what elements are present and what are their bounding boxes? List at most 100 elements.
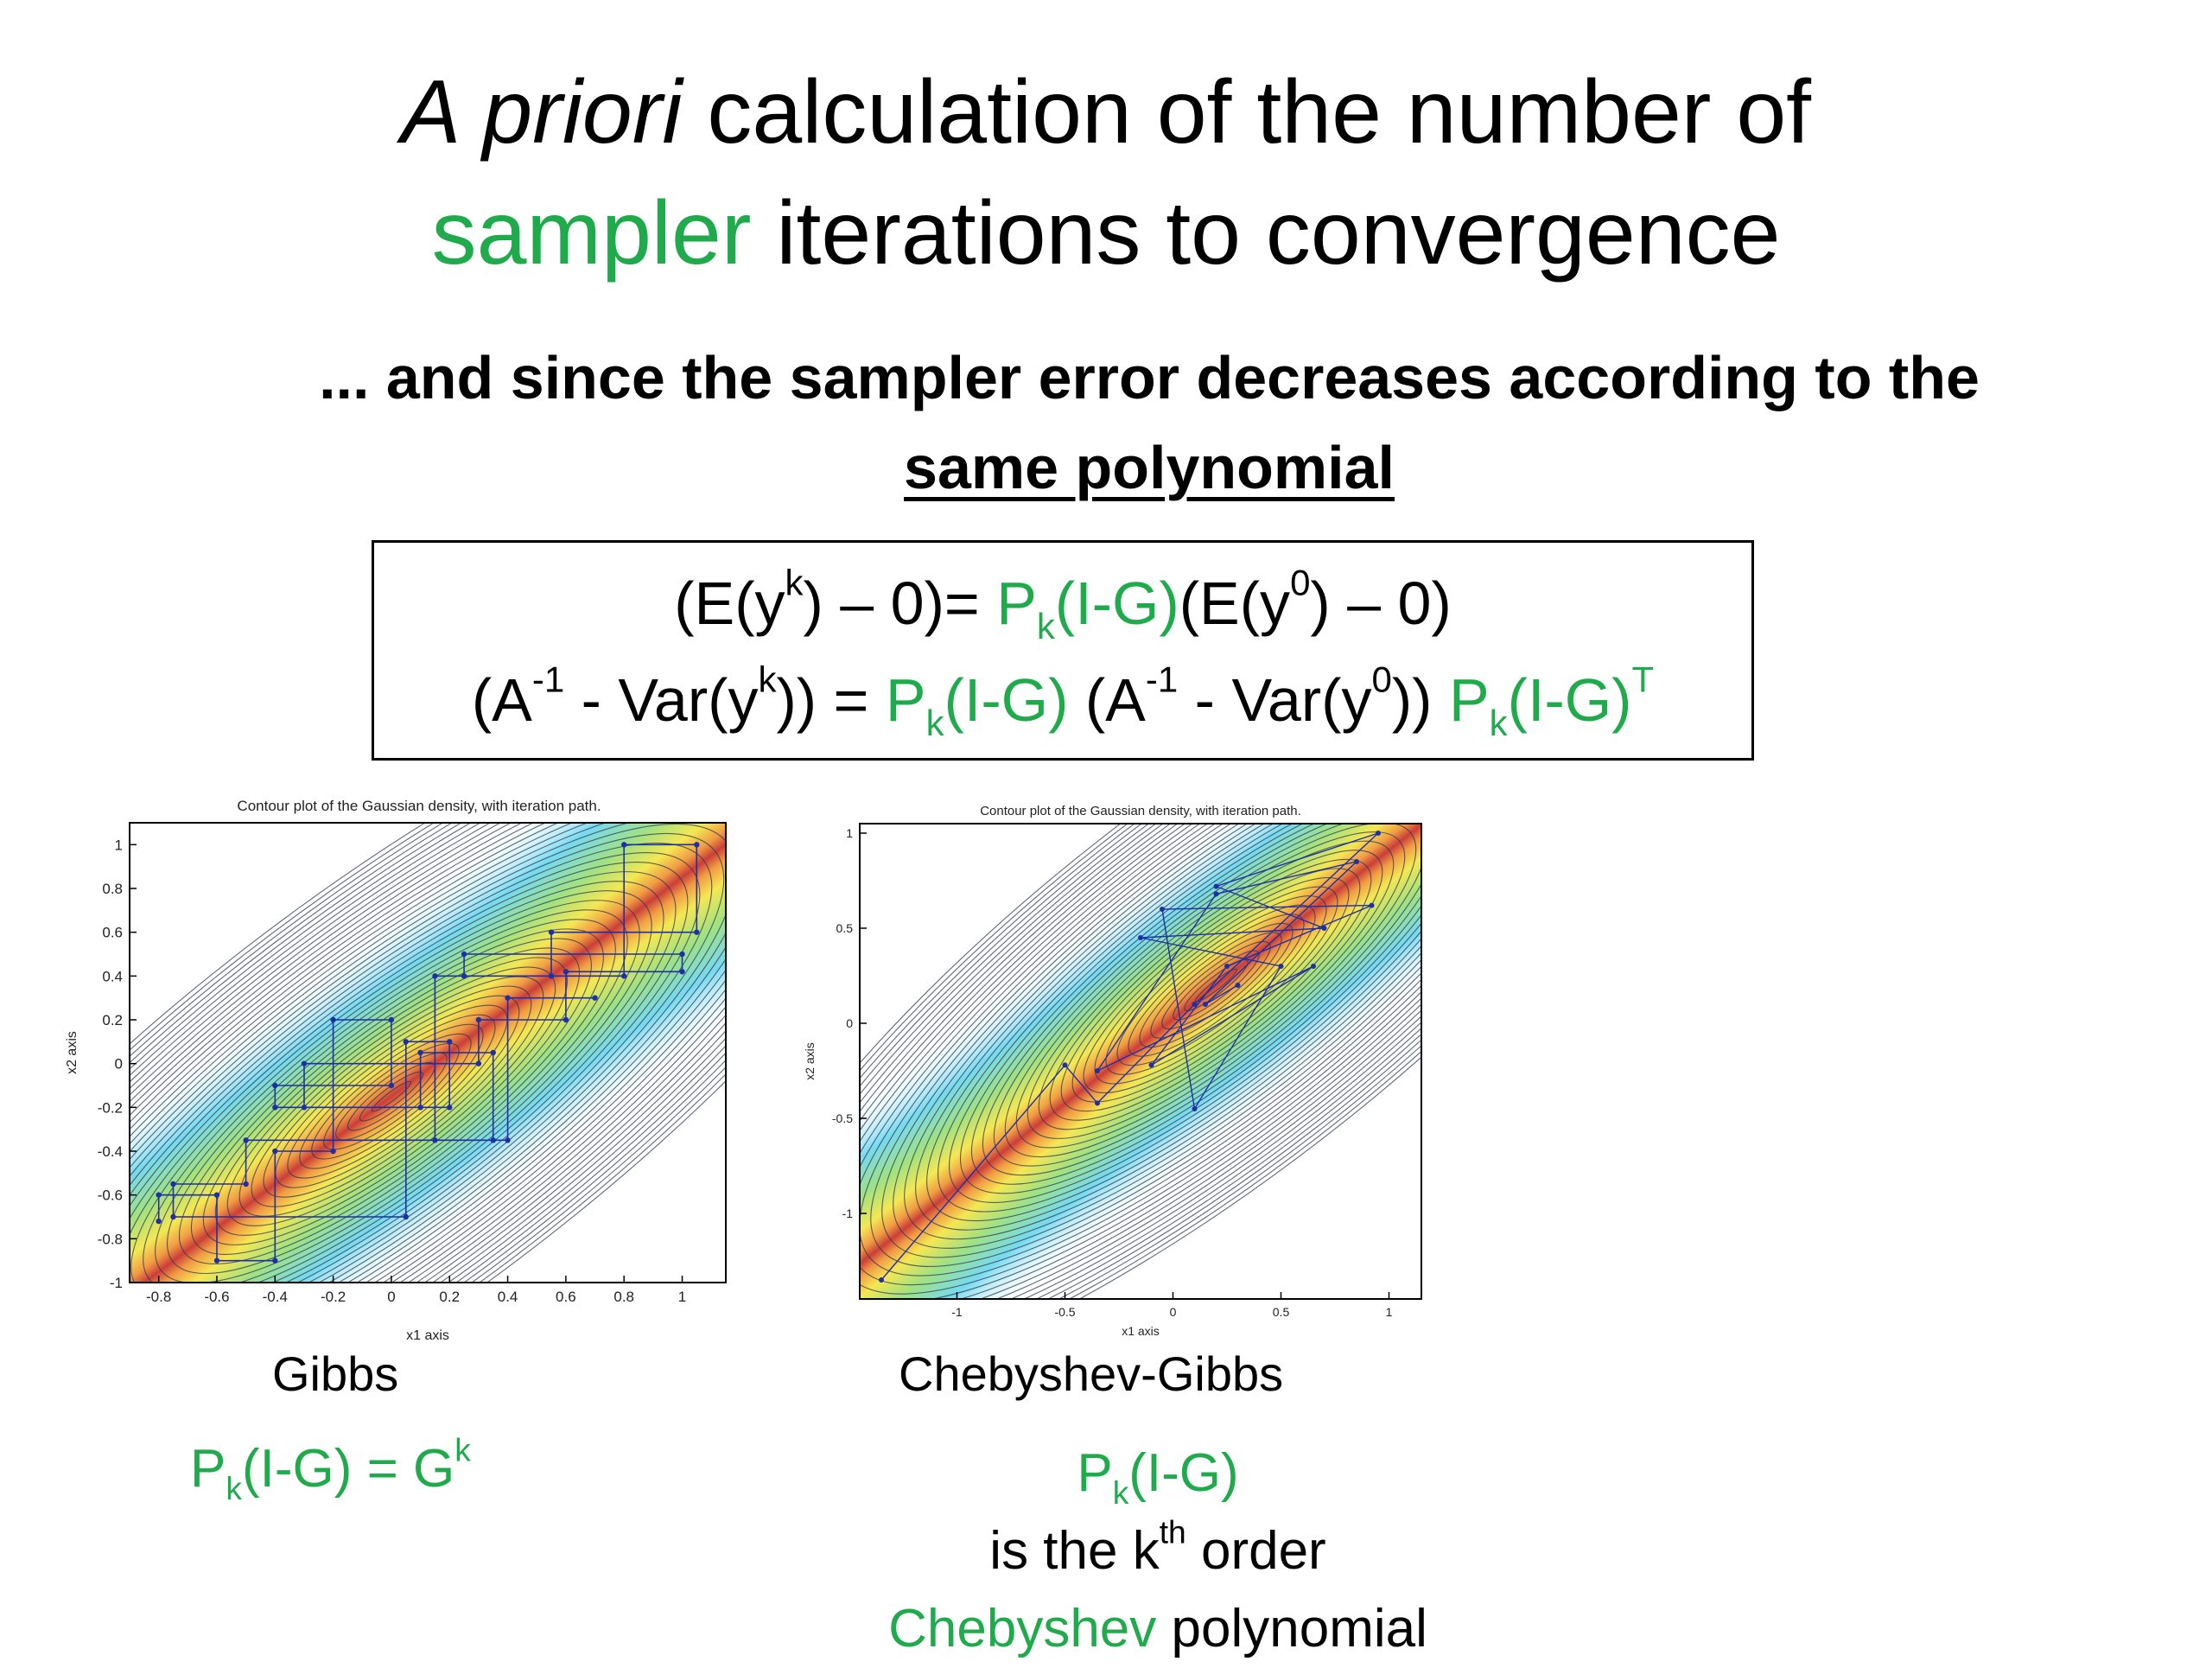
gibbs-iterate-point: [170, 1181, 176, 1187]
cheb-ytick: -0.5: [832, 1111, 853, 1125]
subtitle-line-1: ... and since the sampler error decrease…: [319, 344, 1980, 411]
eq1-poly-p: P: [996, 570, 1037, 637]
eq2-sup: k: [758, 659, 777, 700]
cheb-ytick: -1: [842, 1206, 854, 1220]
title-line-2: sampler iterations to convergence: [0, 173, 2212, 294]
gibbs-polynomial: Pk(I-G) = Gk: [190, 1434, 471, 1505]
gibbs-iterate-point: [447, 1105, 453, 1111]
gibbs-iteration-path: [156, 842, 700, 1264]
eq2-poly-transpose: Pk(I-G)T: [1449, 661, 1654, 741]
eq1-poly-arg: (I-G): [1054, 570, 1179, 637]
gibbs-iterate-point: [620, 842, 627, 848]
cheb-line2-b: order: [1185, 1521, 1326, 1581]
cheb-word-polynomial: polynomial: [1156, 1599, 1427, 1658]
gibbs-xtick: 0.4: [498, 1289, 518, 1305]
title-line-1-rest: calculation of the number of: [682, 62, 1812, 162]
title-line-2-rest: iterations to convergence: [751, 183, 1781, 283]
cheb-plot-frame: [859, 823, 1422, 1300]
equation-mean: (E(yk) – 0)= Pk(I-G)(E(y0) – 0): [374, 555, 1751, 652]
cheb-ylabel: x2 axis: [803, 1042, 817, 1080]
eq1-sup: k: [785, 562, 804, 603]
cheb-xlabel: x1 axis: [1122, 1324, 1160, 1338]
cheb-iterate-point: [1138, 935, 1143, 940]
gibbs-iterate-point: [505, 1137, 511, 1143]
cheb-poly-line-2: is the kth order: [847, 1512, 1469, 1590]
cheb-poly-line-3: Chebyshev polynomial: [847, 1590, 1469, 1668]
gibbs-iterate-point: [156, 1192, 162, 1198]
cheb-iterate-point: [1354, 859, 1359, 864]
eq2-sup: -1: [531, 659, 565, 700]
gibbs-iterate-point: [272, 1082, 278, 1089]
title-sampler: sampler: [431, 183, 752, 283]
gibbs-iterate-point: [679, 951, 685, 958]
eq1-part: ) – 0): [1310, 570, 1452, 637]
gibbs-iterate-point: [592, 995, 598, 1001]
cheb-word-chebyshev: Chebyshev: [888, 1599, 1157, 1658]
gibbs-iterate-point: [243, 1137, 249, 1143]
gibbs-ytick: -0.8: [98, 1231, 123, 1247]
gibbs-xlabel: x1 axis: [406, 1328, 449, 1343]
gibbs-iterate-point: [417, 1105, 423, 1111]
gibbs-iterate-point: [505, 995, 511, 1001]
slide-title: A priori calculation of the number of sa…: [0, 52, 2212, 294]
cheb-iterate-point: [1192, 1002, 1198, 1007]
gibbs-iterate-point: [475, 1016, 482, 1023]
gibbs-iterate-point: [301, 1105, 308, 1111]
eq2-poly-arg: (I-G): [944, 666, 1069, 734]
gibbs-iterate-point: [330, 1016, 336, 1023]
gibbs-iterate-point: [272, 1257, 278, 1264]
gibbs-ytick: 1: [115, 837, 123, 853]
gibbs-xtick: 0.6: [556, 1289, 576, 1305]
cheb-iterate-point: [1321, 926, 1327, 931]
gibbs-iterate-point: [170, 1213, 176, 1220]
cheb-poly-p: P: [1077, 1443, 1113, 1503]
gibbs-poly-sup: k: [454, 1431, 471, 1468]
equation-variance: (A-1 - Var(yk)) = Pk(I-G) (A-1 - Var(y0)…: [374, 652, 1751, 748]
gibbs-iterate-point: [563, 1016, 569, 1023]
gibbs-iterate-point: [330, 1148, 336, 1155]
gibbs-plot-title: Contour plot of the Gaussian density, wi…: [237, 798, 601, 814]
eq2-part: (A: [471, 666, 532, 734]
gibbs-iterate-point: [548, 973, 555, 979]
slide-subtitle: ... and since the sampler error decrease…: [216, 333, 2082, 512]
gibbs-iterate-point: [620, 973, 627, 979]
eq2-poly: Pk(I-G): [885, 666, 1069, 741]
gibbs-iterate-point: [388, 1016, 395, 1023]
cheb-xtick: -1: [951, 1305, 963, 1319]
gibbs-xtick: -0.8: [146, 1289, 171, 1305]
gibbs-xtick: 1: [678, 1289, 686, 1305]
cheb-ytick: 1: [846, 826, 853, 840]
eq2-poly-p: P: [885, 666, 926, 734]
eq2-sup: 0: [1371, 659, 1392, 700]
gibbs-iterate-point: [388, 1082, 395, 1089]
gibbs-iterate-point: [156, 1218, 162, 1225]
gibbs-contour-plot: Contour plot of the Gaussian density, wi…: [65, 798, 727, 1343]
gibbs-ytick: 0.4: [102, 968, 123, 984]
cheb-ytick: 0: [846, 1016, 853, 1030]
gibbs-iterate-point: [548, 929, 555, 935]
gibbs-xtick: -0.2: [321, 1289, 346, 1305]
gibbs-iterate-point: [475, 1060, 482, 1066]
cheb-density-field: [860, 824, 1421, 1299]
gibbs-iterate-point: [243, 1181, 249, 1187]
gibbs-ytick: -0.2: [98, 1099, 123, 1116]
cheb-iterate-point: [1148, 1062, 1154, 1068]
cheb-xtick: 0.5: [1273, 1305, 1290, 1319]
gibbs-iterate-point: [272, 1105, 278, 1111]
cheb-iterate-point: [879, 1277, 884, 1283]
cheb-line2-a: is the k: [989, 1521, 1160, 1581]
cheb-iterate-point: [1062, 1062, 1068, 1068]
cheb-xtick: -0.5: [1054, 1305, 1075, 1319]
cheb-xtick: 0: [1170, 1305, 1177, 1319]
eq1-poly: Pk(I-G): [996, 570, 1179, 644]
cheb-xtick: 1: [1386, 1305, 1393, 1319]
eq1-part: (E(y: [674, 570, 785, 637]
eq2-part: - Var(y: [564, 666, 759, 734]
gibbs-iterate-point: [490, 1137, 496, 1143]
chebyshev-gibbs-caption: Chebyshev-Gibbs: [899, 1346, 1284, 1401]
subtitle-underlined: same polynomial: [904, 434, 1395, 501]
chebyshev-polynomial-text: Pk(I-G) is the kth order Chebyshev polyn…: [847, 1435, 1469, 1668]
gibbs-ylabel: x2 axis: [65, 1031, 79, 1074]
gibbs-iterate-point: [694, 929, 700, 935]
gibbs-xtick: 0.2: [439, 1289, 460, 1305]
